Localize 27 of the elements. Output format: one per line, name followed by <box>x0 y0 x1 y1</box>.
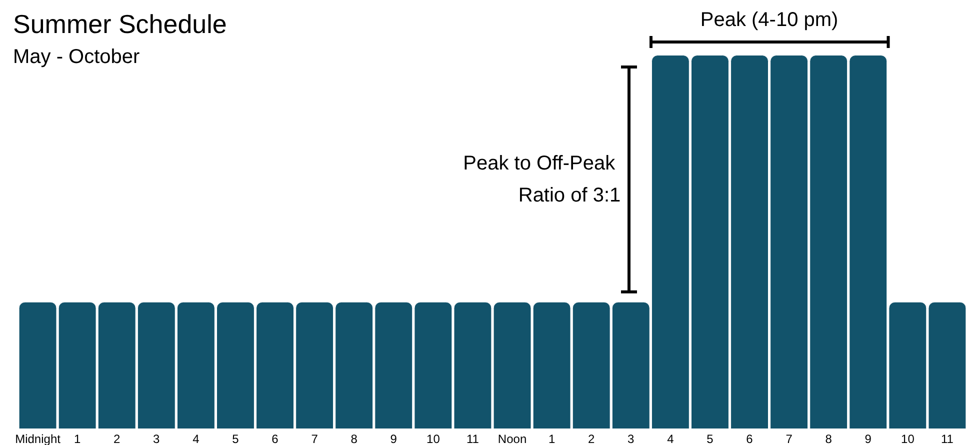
x-tick-label: 7 <box>786 432 793 445</box>
text: Peak (4-10 pm) <box>700 9 838 31</box>
chart-subtitle: May - October <box>13 46 140 68</box>
x-tick-label: Noon <box>498 432 527 445</box>
x-tick-label: 1 <box>74 432 81 445</box>
x-tick-label: 10 <box>901 432 915 445</box>
x-tick-label: 8 <box>825 432 832 445</box>
x-tick-label: 11 <box>940 432 954 445</box>
x-tick-label: 8 <box>350 432 358 445</box>
x-tick-label: 6 <box>272 432 279 445</box>
x-tick-label: 5 <box>706 432 714 445</box>
x-tick-label: 7 <box>311 432 318 445</box>
x-tick-label: 11 <box>466 432 480 445</box>
x-tick-label: 3 <box>628 432 635 445</box>
x-tick-label: 5 <box>232 432 240 445</box>
x-tick-label: 4 <box>192 432 200 445</box>
x-tick-label: 2 <box>588 432 596 445</box>
x-tick-label: 9 <box>864 432 872 445</box>
x-tick-label: 9 <box>390 432 398 445</box>
x-tick-label: 6 <box>746 432 754 445</box>
annotation: Peak to Off-Peak Ratio of 3:1 <box>463 152 621 206</box>
chart-title: Summer Schedule <box>13 9 227 39</box>
x-tick-label: 3 <box>153 432 160 445</box>
x-tick-label: 2 <box>114 432 121 445</box>
x-tick-label: 1 <box>548 432 556 445</box>
x-tick-label: 10 <box>426 432 440 445</box>
x-tick-label: 4 <box>667 432 674 445</box>
